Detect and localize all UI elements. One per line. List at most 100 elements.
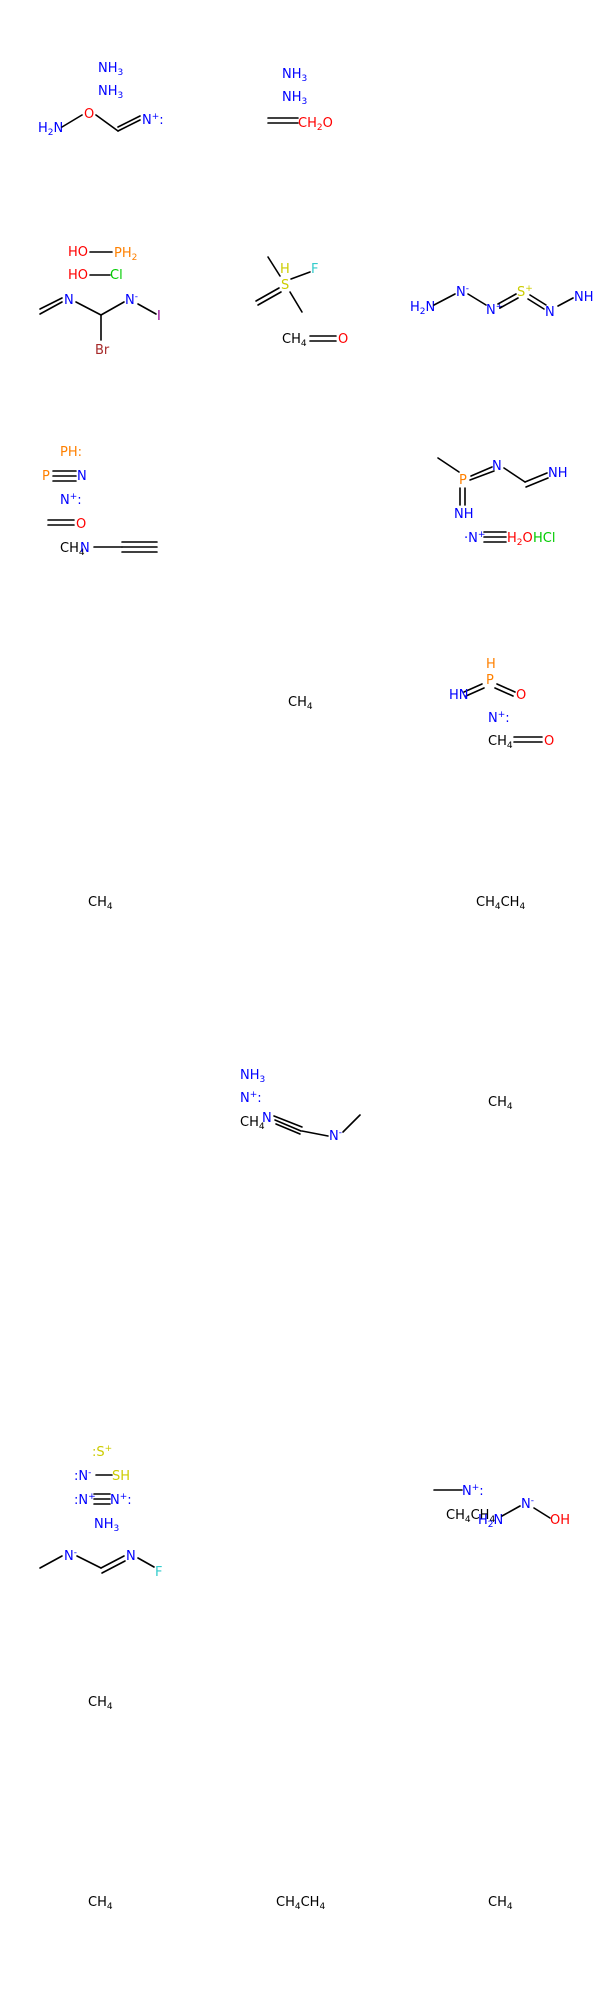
atom-label: OH: [550, 1513, 570, 1528]
bond: [75, 301, 102, 316]
molecule-1: NH3 NH3 H2N O N+:: [38, 61, 164, 138]
atom-label: N: [126, 1549, 136, 1564]
atom-label: NH3: [240, 1068, 265, 1085]
atom-label: N+: [486, 302, 503, 318]
atom-label: O: [544, 734, 554, 749]
atom-label: N-: [329, 1128, 342, 1144]
atom-label: :N-: [74, 1468, 91, 1484]
atom-label: P: [486, 673, 494, 688]
molecule-25: CH4: [88, 1695, 113, 1712]
molecule-17: NH3 N+: CH4 N N-: [240, 1068, 361, 1144]
atom-label: N-: [521, 1496, 534, 1512]
bond: [275, 1123, 301, 1135]
atom-label: P: [42, 469, 50, 484]
atom-label: NH: [454, 507, 474, 522]
atom-label: N+:: [142, 112, 164, 128]
bond: [301, 1130, 329, 1137]
atom-label: F: [155, 1565, 162, 1580]
bond: [290, 271, 311, 280]
bond: [557, 297, 574, 307]
atom-label: H2N: [38, 121, 63, 138]
atom-label: N+:: [488, 710, 510, 726]
atom-label: S+: [517, 284, 533, 300]
atom-label: CH4: [488, 734, 513, 751]
atom-label: H: [486, 657, 496, 672]
bond: [101, 1560, 126, 1574]
molecule-29: CH4CH4: [276, 1895, 325, 1912]
atom-label: H: [280, 262, 290, 277]
atom-label: N+:: [240, 1090, 262, 1106]
bond: [497, 293, 517, 305]
atom-label: S: [281, 278, 289, 293]
atom-label: CH4CH4: [476, 895, 525, 912]
atom-label: ·N+: [464, 530, 485, 546]
bond: [257, 291, 282, 306]
atom-label: NH: [574, 290, 594, 305]
atom-label: H2N: [410, 300, 435, 317]
atom-label: :N+: [74, 1492, 96, 1508]
atom-label: NH: [548, 466, 568, 481]
bond: [100, 1555, 125, 1569]
atom-label: N: [80, 541, 90, 556]
bond: [467, 293, 487, 306]
bond: [39, 301, 63, 315]
atom-label: :S+: [92, 1444, 112, 1460]
atom-label: Cl: [110, 268, 123, 283]
atom-label: NH3: [282, 67, 307, 84]
bond: [100, 301, 125, 316]
atom-label: N: [545, 305, 555, 320]
bond: [437, 457, 460, 473]
bond: [503, 467, 526, 483]
molecule-28: CH4: [88, 1895, 113, 1912]
atom-label: O: [84, 107, 94, 122]
atom-label: N: [492, 459, 502, 474]
atom-label: H2N: [478, 1513, 503, 1530]
atom-label: CH4: [88, 895, 113, 912]
molecule-18: CH4: [488, 1095, 513, 1112]
atom-label: N+:: [110, 1492, 132, 1508]
molecule-24: N+: CH4CH4 H2N N- OH: [433, 1483, 570, 1530]
bond: [39, 297, 63, 310]
atom-label: I: [157, 309, 161, 324]
atom-label: CH4: [240, 1115, 265, 1132]
atom-label: P: [459, 473, 467, 488]
atom-label: F: [311, 262, 318, 277]
atom-label: N: [77, 469, 87, 484]
atom-label: Br: [95, 343, 110, 358]
atom-label: CH4: [88, 1695, 113, 1712]
atom-label: N-: [125, 292, 138, 308]
bond: [527, 298, 545, 310]
bond: [273, 1115, 303, 1128]
molecule-15: CH4CH4: [476, 895, 525, 912]
atom-label: N: [262, 1111, 272, 1126]
molecule-30: CH4: [488, 1895, 513, 1912]
atom-label: PH2: [114, 246, 137, 263]
bond: [95, 114, 119, 132]
atom-label: N-: [64, 1548, 77, 1564]
atom-label: HN: [449, 688, 469, 703]
bond: [117, 115, 141, 128]
atom-label: SH: [112, 1469, 130, 1484]
atom-label: N+:: [462, 1483, 484, 1499]
molecule-5: H S F CH4 O: [255, 256, 348, 349]
atom-label: N: [64, 293, 74, 308]
bond: [76, 1555, 102, 1569]
bond: [469, 470, 495, 481]
atom-label: HCl: [533, 531, 555, 546]
atom-label: NH3: [98, 61, 123, 78]
bond: [137, 303, 157, 315]
bond: [533, 1507, 551, 1519]
atom-label: O: [338, 332, 348, 347]
molecule-9: P N NH NH ·N+ H2O HCl: [437, 457, 568, 548]
bond: [39, 1555, 63, 1569]
atom-label: O: [516, 688, 526, 703]
molecule-4: HO PH2 HO Cl N N- I Br: [39, 245, 161, 358]
atom-label: HO: [68, 245, 88, 260]
atom-label: PH:: [60, 445, 82, 460]
molecule-12: H P HN O N+: CH4 O: [449, 657, 554, 751]
atom-label: HO: [68, 268, 88, 283]
bond: [274, 1119, 302, 1132]
atom-label: N-: [456, 284, 469, 300]
bond: [267, 256, 281, 277]
molecule-22: :S+ :N- SH :N+ N+: NH3 N- N F: [39, 1444, 162, 1580]
